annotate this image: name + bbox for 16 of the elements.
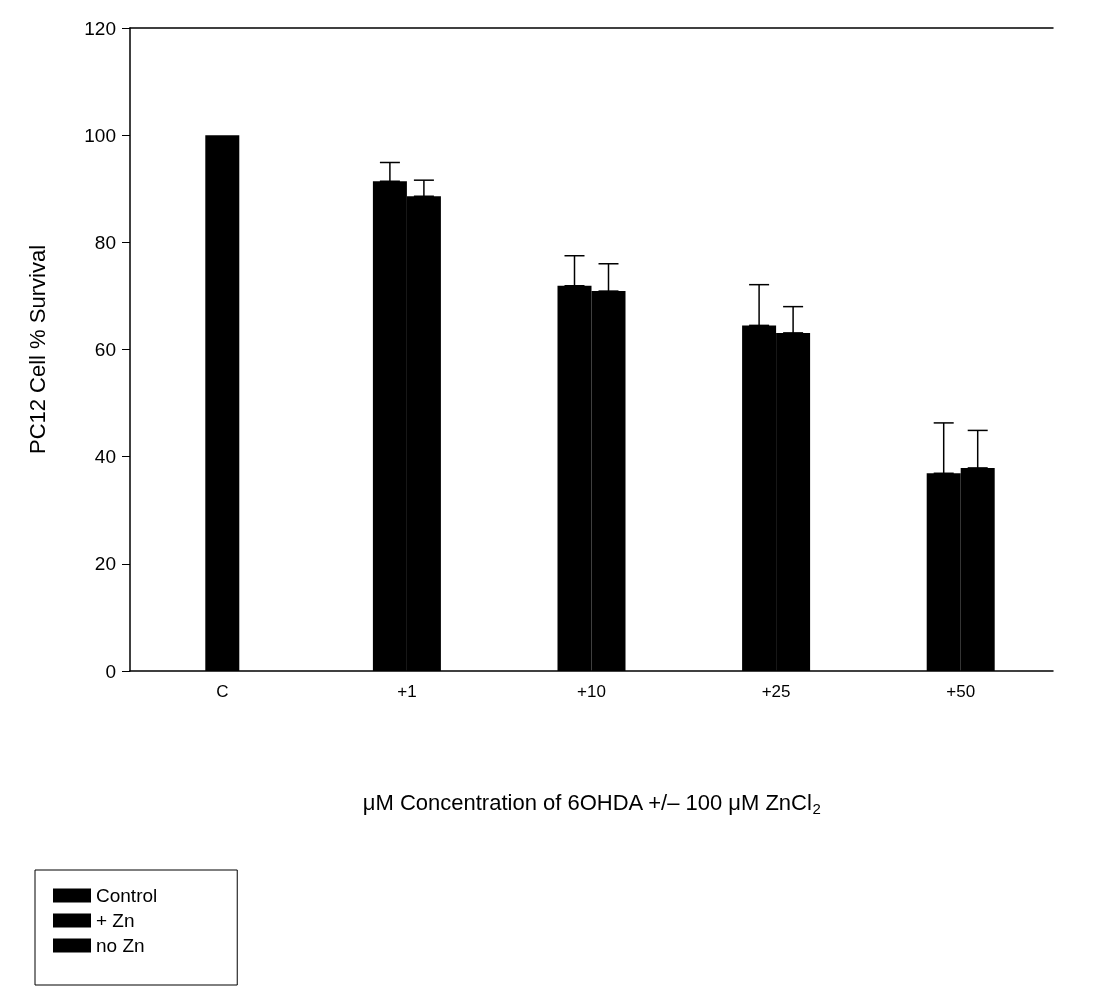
legend-label: Control <box>96 885 158 906</box>
y-tick-label: 100 <box>84 124 116 146</box>
legend-label: + Zn <box>96 910 135 931</box>
y-tick-label: 40 <box>94 446 116 468</box>
y-tick-label: 0 <box>105 660 116 682</box>
x-tick-label: C <box>216 682 229 701</box>
y-axis-title: PC12 Cell % Survival <box>24 244 50 455</box>
x-tick-label: +25 <box>761 682 791 701</box>
x-tick-label: +1 <box>397 682 417 701</box>
y-tick-label: 20 <box>94 553 116 575</box>
y-tick-label: 60 <box>94 339 116 360</box>
x-tick-label: +50 <box>946 682 976 701</box>
y-tick-label: 120 <box>84 17 116 39</box>
y-tick-label: 80 <box>94 231 116 253</box>
x-tick-label: +10 <box>577 682 606 701</box>
legend-label: no Zn <box>96 935 145 956</box>
